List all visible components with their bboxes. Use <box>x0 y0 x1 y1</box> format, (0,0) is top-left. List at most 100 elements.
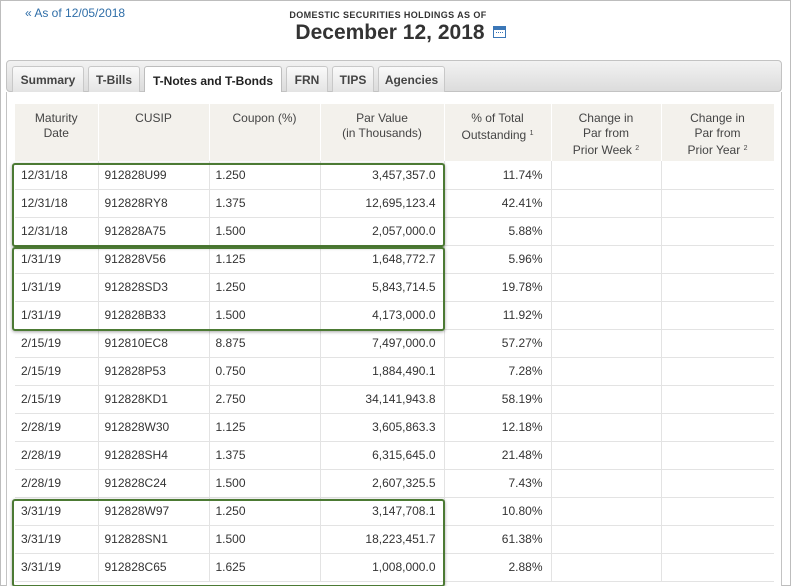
par-value-cell: 12,695,123.4 <box>320 189 445 218</box>
footnote-marker: 2 <box>635 145 640 152</box>
column-header-change-prior-year[interactable]: Change in Par from Prior Year 2 <box>661 104 775 161</box>
change-prior-year-cell <box>661 301 774 330</box>
column-header-coupon[interactable]: Coupon (%) <box>209 104 321 161</box>
change-prior-year-cell <box>661 469 774 498</box>
coupon-cell: 0.750 <box>209 357 321 386</box>
par-value-cell: 3,605,863.3 <box>320 413 445 442</box>
maturity-date-cell: 2/28/19 <box>15 469 99 498</box>
tab-tips[interactable]: TIPS <box>332 66 374 93</box>
footnote-marker: 2 <box>743 145 748 152</box>
coupon-cell: 1.250 <box>209 273 321 302</box>
cusip-cell: 912810EC8 <box>98 329 210 358</box>
cusip-cell: 912828C65 <box>98 553 210 582</box>
coupon-cell: 1.500 <box>209 217 321 246</box>
change-prior-week-cell <box>551 385 662 414</box>
change-prior-year-cell <box>661 497 774 526</box>
tab-frn[interactable]: FRN <box>286 66 328 93</box>
par-value-cell: 3,147,708.1 <box>320 497 445 526</box>
maturity-date-cell: 1/31/19 <box>15 245 99 274</box>
change-prior-year-cell <box>661 553 774 582</box>
maturity-date-cell: 12/31/18 <box>15 217 99 246</box>
par-value-cell: 2,607,325.5 <box>320 469 445 498</box>
table-row: 3/31/19 912828C65 1.625 1,008,000.0 2.88% <box>15 553 774 582</box>
column-header-cusip[interactable]: CUSIP <box>98 104 210 161</box>
cusip-cell: 912828B33 <box>98 301 210 330</box>
table-row: 12/31/18 912828A75 1.500 2,057,000.0 5.88% <box>15 217 774 246</box>
maturity-date-cell: 2/15/19 <box>15 385 99 414</box>
change-prior-year-cell <box>661 161 774 190</box>
tab-agencies[interactable]: Agencies <box>378 66 445 93</box>
coupon-cell: 1.375 <box>209 441 321 470</box>
coupon-cell: 1.250 <box>209 161 321 190</box>
column-header-change-prior-week[interactable]: Change in Par from Prior Week 2 <box>551 104 662 161</box>
maturity-date-cell: 1/31/19 <box>15 273 99 302</box>
coupon-cell: 1.250 <box>209 497 321 526</box>
change-prior-week-cell <box>551 301 662 330</box>
percent-outstanding-cell: 42.41% <box>444 189 552 218</box>
percent-outstanding-cell: 58.19% <box>444 385 552 414</box>
tab-summary[interactable]: Summary <box>12 66 84 93</box>
change-prior-year-cell <box>661 217 774 246</box>
table-row: 2/15/19 912828P53 0.750 1,884,490.1 7.28% <box>15 357 774 386</box>
cusip-cell: 912828W97 <box>98 497 210 526</box>
cusip-cell: 912828V56 <box>98 245 210 274</box>
column-header-par-value[interactable]: Par Value (in Thousands) <box>320 104 445 161</box>
tab-t-bills[interactable]: T-Bills <box>88 66 140 93</box>
table-row: 3/31/19 912828W97 1.250 3,147,708.1 10.80% <box>15 497 774 526</box>
par-value-cell: 3,457,357.0 <box>320 161 445 190</box>
par-value-cell: 18,223,451.7 <box>320 525 445 554</box>
cusip-cell: 912828RY8 <box>98 189 210 218</box>
par-value-cell: 34,141,943.8 <box>320 385 445 414</box>
change-prior-week-cell <box>551 161 662 190</box>
holdings-table: Maturity Date CUSIP Coupon (%) Par Value(… <box>15 104 775 582</box>
tab-t-notes-and-t-bonds[interactable]: T-Notes and T-Bonds <box>144 66 282 94</box>
change-prior-week-cell <box>551 273 662 302</box>
footnote-marker: 1 <box>529 130 534 137</box>
change-prior-year-cell <box>661 329 774 358</box>
percent-outstanding-cell: 21.48% <box>444 441 552 470</box>
table-row: 3/31/19 912828SN1 1.500 18,223,451.7 61.38% <box>15 525 774 554</box>
change-prior-week-cell <box>551 189 662 218</box>
previous-date-link[interactable]: « As of 12/05/2018 <box>25 6 126 20</box>
percent-outstanding-cell: 61.38% <box>444 525 552 554</box>
change-prior-week-cell <box>551 469 662 498</box>
percent-outstanding-cell: 5.88% <box>444 217 552 246</box>
cusip-cell: 912828SH4 <box>98 441 210 470</box>
par-value-cell: 2,057,000.0 <box>320 217 445 246</box>
par-value-cell: 1,008,000.0 <box>320 553 445 582</box>
table-row: 12/31/18 912828U99 1.250 3,457,357.0 11.74% <box>15 161 774 190</box>
cusip-cell: 912828P53 <box>98 357 210 386</box>
change-prior-year-cell <box>661 357 774 386</box>
maturity-date-cell: 3/31/19 <box>15 525 99 554</box>
tab-bar: Summary T-Bills T-Notes and T-Bonds FRN … <box>6 60 782 94</box>
cusip-cell: 912828KD1 <box>98 385 210 414</box>
cusip-cell: 912828C24 <box>98 469 210 498</box>
table-row: 1/31/19 912828V56 1.125 1,648,772.7 5.96% <box>15 245 774 274</box>
table-row: 1/31/19 912828B33 1.500 4,173,000.0 11.92% <box>15 301 774 330</box>
cusip-cell: 912828U99 <box>98 161 210 190</box>
percent-outstanding-cell: 10.80% <box>444 497 552 526</box>
change-prior-week-cell <box>551 413 662 442</box>
change-prior-week-cell <box>551 553 662 582</box>
table-header-row: Maturity Date CUSIP Coupon (%) Par Value(… <box>15 104 775 161</box>
cusip-cell: 912828W30 <box>98 413 210 442</box>
percent-outstanding-cell: 5.96% <box>444 245 552 274</box>
coupon-cell: 1.125 <box>209 245 321 274</box>
maturity-date-cell: 2/15/19 <box>15 329 99 358</box>
percent-outstanding-cell: 11.92% <box>444 301 552 330</box>
change-prior-year-cell <box>661 385 774 414</box>
par-value-cell: 5,843,714.5 <box>320 273 445 302</box>
change-prior-year-cell <box>661 441 774 470</box>
coupon-cell: 1.500 <box>209 525 321 554</box>
table-row: 2/15/19 912810EC8 8.875 7,497,000.0 57.27% <box>15 329 774 358</box>
change-prior-week-cell <box>551 245 662 274</box>
par-value-cell: 6,315,645.0 <box>320 441 445 470</box>
column-header-percent-outstanding[interactable]: % of Total Outstanding 1 <box>444 104 552 161</box>
change-prior-week-cell <box>551 525 662 554</box>
par-value-cell: 4,173,000.0 <box>320 301 445 330</box>
table-row: 2/28/19 912828SH4 1.375 6,315,645.0 21.48% <box>15 441 774 470</box>
column-header-maturity-date[interactable]: Maturity Date <box>15 104 99 161</box>
coupon-cell: 8.875 <box>209 329 321 358</box>
calendar-icon[interactable] <box>492 26 506 38</box>
table-row: 2/15/19 912828KD1 2.750 34,141,943.8 58.19% <box>15 385 774 414</box>
